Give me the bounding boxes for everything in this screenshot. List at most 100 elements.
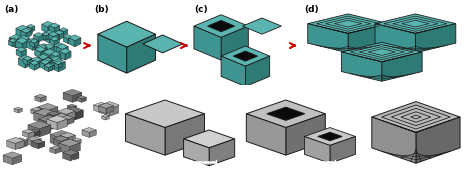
Polygon shape [14, 108, 18, 113]
Polygon shape [82, 127, 96, 132]
Polygon shape [100, 102, 120, 109]
Polygon shape [31, 109, 36, 115]
Polygon shape [308, 24, 348, 53]
Polygon shape [16, 47, 27, 52]
Polygon shape [9, 38, 18, 42]
Polygon shape [64, 37, 68, 44]
Polygon shape [63, 150, 79, 155]
Polygon shape [3, 155, 12, 165]
Polygon shape [29, 129, 40, 133]
Polygon shape [48, 32, 59, 37]
Polygon shape [56, 59, 62, 67]
Polygon shape [27, 139, 34, 146]
Polygon shape [308, 14, 389, 33]
Polygon shape [53, 136, 69, 141]
Polygon shape [100, 105, 110, 116]
Polygon shape [126, 100, 204, 128]
Polygon shape [221, 56, 246, 87]
Polygon shape [57, 111, 66, 121]
Polygon shape [27, 38, 39, 44]
Polygon shape [243, 18, 282, 34]
Polygon shape [14, 107, 22, 110]
Polygon shape [21, 28, 31, 33]
Polygon shape [27, 136, 41, 141]
Polygon shape [50, 56, 62, 62]
Polygon shape [67, 118, 74, 125]
Polygon shape [221, 46, 270, 66]
Polygon shape [372, 117, 416, 163]
Polygon shape [318, 132, 342, 141]
Polygon shape [54, 46, 59, 54]
Polygon shape [43, 44, 55, 49]
Polygon shape [304, 137, 330, 163]
Polygon shape [64, 110, 73, 120]
Polygon shape [31, 26, 35, 32]
Polygon shape [43, 57, 49, 65]
Polygon shape [72, 140, 77, 144]
Polygon shape [98, 21, 155, 47]
Polygon shape [35, 94, 46, 98]
Polygon shape [73, 93, 82, 102]
Polygon shape [31, 57, 42, 63]
Polygon shape [72, 106, 77, 111]
Polygon shape [9, 38, 16, 48]
Polygon shape [28, 121, 51, 129]
Polygon shape [59, 51, 65, 60]
Polygon shape [52, 59, 65, 65]
Polygon shape [40, 96, 46, 102]
Polygon shape [15, 140, 24, 150]
Polygon shape [48, 60, 52, 66]
Polygon shape [46, 34, 50, 40]
Polygon shape [50, 130, 73, 139]
Polygon shape [3, 152, 22, 158]
Polygon shape [66, 111, 75, 121]
Polygon shape [73, 110, 83, 120]
Polygon shape [27, 41, 33, 50]
Polygon shape [9, 34, 23, 41]
Polygon shape [44, 63, 53, 68]
Polygon shape [42, 24, 48, 33]
Polygon shape [69, 143, 81, 154]
Text: 2 μm: 2 μm [314, 162, 330, 166]
Polygon shape [63, 93, 73, 102]
Polygon shape [34, 32, 44, 37]
Polygon shape [12, 138, 27, 143]
Polygon shape [50, 59, 56, 67]
Polygon shape [165, 114, 204, 155]
Polygon shape [194, 15, 248, 38]
Polygon shape [9, 41, 13, 47]
Polygon shape [105, 116, 109, 120]
Polygon shape [64, 34, 73, 39]
Polygon shape [28, 125, 39, 137]
Polygon shape [69, 35, 81, 41]
Polygon shape [55, 26, 60, 33]
Polygon shape [42, 21, 54, 27]
Polygon shape [58, 139, 81, 147]
Polygon shape [416, 117, 460, 163]
Text: 2 μm: 2 μm [432, 162, 448, 166]
Text: (b): (b) [94, 5, 109, 14]
Polygon shape [50, 135, 62, 147]
Polygon shape [54, 113, 60, 120]
Polygon shape [82, 130, 89, 137]
Polygon shape [286, 114, 325, 155]
Polygon shape [36, 109, 42, 115]
Polygon shape [18, 35, 30, 41]
Polygon shape [75, 38, 81, 47]
Polygon shape [37, 57, 43, 65]
Polygon shape [31, 139, 45, 144]
Polygon shape [27, 26, 31, 32]
Polygon shape [48, 24, 54, 33]
Polygon shape [33, 41, 39, 50]
Polygon shape [77, 97, 82, 102]
Polygon shape [58, 63, 62, 69]
Polygon shape [93, 102, 109, 108]
Polygon shape [35, 96, 40, 102]
Polygon shape [34, 139, 41, 146]
Polygon shape [62, 116, 68, 123]
Polygon shape [56, 47, 62, 55]
Polygon shape [45, 112, 55, 124]
Polygon shape [18, 58, 25, 68]
Polygon shape [49, 47, 55, 55]
Polygon shape [372, 102, 460, 132]
